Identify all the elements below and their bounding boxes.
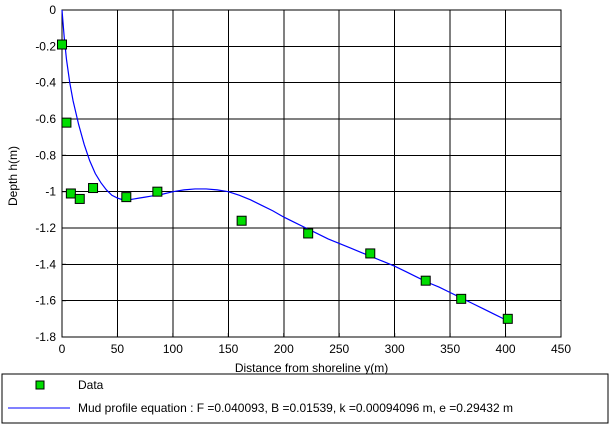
legend-data-marker [35, 380, 45, 390]
x-tick-label: 100 [163, 342, 183, 356]
data-point [152, 186, 163, 197]
x-tick-label: 450 [551, 342, 571, 356]
y-tick-label: -0.2 [35, 39, 56, 53]
x-tick-label: 250 [329, 342, 349, 356]
x-tick-label: 300 [385, 342, 405, 356]
x-tick-label: 50 [111, 342, 125, 356]
y-axis-label: Depth h(m) [6, 146, 20, 206]
ticks-layer: 0 50 100 150 200 250 300 350 400 450 0 -0.2 -0.4 -0.6… [35, 3, 571, 356]
data-point [121, 192, 132, 203]
x-tick-label: 400 [496, 342, 516, 356]
y-tick-label: -1.8 [35, 330, 56, 344]
y-tick-label: -0.6 [35, 112, 56, 126]
data-point [65, 188, 76, 199]
data-point [420, 275, 431, 286]
data-point [365, 248, 376, 259]
y-tick-label: -0.8 [35, 148, 56, 162]
legend: Data Mud profile equation : F =0.040093,… [1, 373, 609, 424]
y-tick-label: -0.4 [35, 76, 56, 90]
data-point [502, 313, 513, 324]
y-tick-label: 0 [49, 3, 56, 17]
x-axis-label: Distance from shoreline y(m) [235, 361, 388, 375]
data-point [303, 228, 314, 239]
plot-area-frame [61, 9, 562, 338]
data-point [456, 293, 467, 304]
mud-profile-line [61, 9, 506, 321]
data-point [61, 117, 72, 128]
legend-data-label: Data [78, 378, 104, 392]
legend-box [1, 373, 609, 424]
y-tick-label: -1.2 [35, 221, 56, 235]
legend-line-label: Mud profile equation : F =0.040093, B =0… [78, 401, 513, 415]
data-point [74, 193, 85, 204]
x-tick-label: 200 [274, 342, 294, 356]
y-tick-label: -1.6 [35, 294, 56, 308]
x-tick-label: 150 [218, 342, 238, 356]
x-tick-label: 0 [59, 342, 66, 356]
data-point [88, 183, 99, 194]
data-point [236, 215, 247, 226]
data-point [57, 39, 67, 50]
x-tick-label: 350 [440, 342, 460, 356]
axes-layer [61, 9, 562, 338]
y-tick-label: -1 [45, 185, 56, 199]
y-tick-label: -1.4 [35, 257, 56, 271]
grid-layer [62, 10, 561, 337]
series-layer [57, 9, 513, 324]
